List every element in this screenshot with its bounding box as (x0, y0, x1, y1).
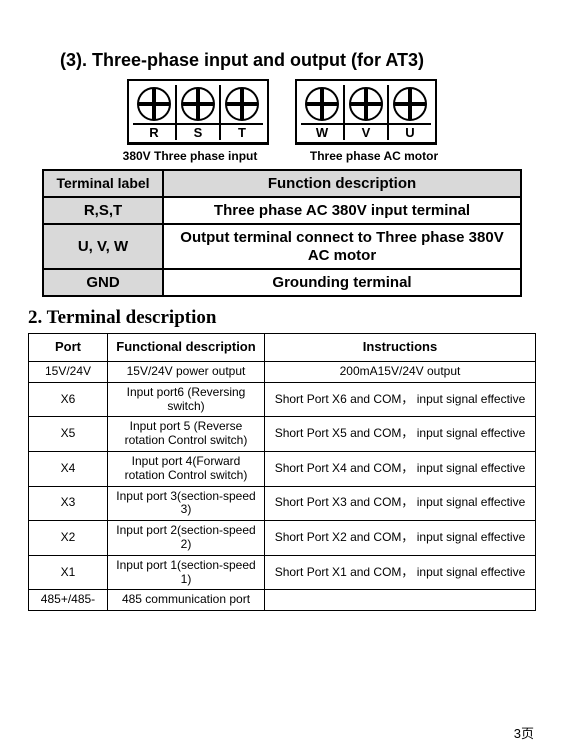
terminal-block-diagram: R S T W V U (28, 79, 536, 145)
t2-func: Input port 1(section-speed 1) (108, 555, 265, 590)
terminal-label: S (177, 123, 219, 140)
section-title: (3). Three-phase input and output (for A… (60, 50, 536, 71)
t1-cell-func: Three phase AC 380V input terminal (163, 197, 521, 224)
terminal-label: V (345, 123, 387, 140)
t2-func: Input port 3(section-speed 3) (108, 486, 265, 521)
t2-func: 485 communication port (108, 590, 265, 611)
t1-cell-label: R,S,T (43, 197, 163, 224)
section-text: Three-phase input and output (for AT3) (92, 50, 424, 70)
t2-inst (265, 590, 536, 611)
t2-inst: Short Port X3 and COM， input signal effe… (265, 486, 536, 521)
t1-header-label: Terminal label (43, 170, 163, 197)
t2-port: 15V/24V (29, 361, 108, 382)
t2-inst: 200mA15V/24V output (265, 361, 536, 382)
page-number: 3页 (514, 723, 534, 742)
t1-header-func: Function description (163, 170, 521, 197)
t2-func: Input port 5 (Reverse rotation Control s… (108, 417, 265, 452)
t2-port: X6 (29, 382, 108, 417)
t2-inst: Short Port X6 and COM， input signal effe… (265, 382, 536, 417)
table-row: X2Input port 2(section-speed 2)Short Por… (29, 521, 536, 556)
t1-cell-label: GND (43, 269, 163, 296)
table-row: X4Input port 4(Forward rotation Control … (29, 451, 536, 486)
table-row: U, V, W Output terminal connect to Three… (43, 224, 521, 269)
table-row: R,S,T Three phase AC 380V input terminal (43, 197, 521, 224)
caption-left: 380V Three phase input (111, 149, 269, 163)
screw-icon (137, 87, 171, 121)
terminal-block-left: R S T (127, 79, 269, 145)
terminal-label: T (221, 123, 263, 140)
t2-port: 485+/485- (29, 590, 108, 611)
t2-port: X5 (29, 417, 108, 452)
screw-icon (225, 87, 259, 121)
screw-icon (181, 87, 215, 121)
table-row: 485+/485-485 communication port (29, 590, 536, 611)
terminal-label: U (389, 123, 431, 140)
t1-cell-label: U, V, W (43, 224, 163, 269)
table-row: X6Input port6 (Reversing switch)Short Po… (29, 382, 536, 417)
port-table: Port Functional description Instructions… (28, 333, 536, 611)
function-table: Terminal label Function description R,S,… (42, 169, 522, 297)
terminal-label: W (301, 123, 343, 140)
t2-inst: Short Port X1 and COM， input signal effe… (265, 555, 536, 590)
table-row: X5Input port 5 (Reverse rotation Control… (29, 417, 536, 452)
t1-cell-func: Output terminal connect to Three phase 3… (163, 224, 521, 269)
section-number: (3). (60, 50, 87, 70)
screw-icon (349, 87, 383, 121)
terminal-captions: 380V Three phase input Three phase AC mo… (28, 149, 536, 163)
table-row: X1Input port 1(section-speed 1)Short Por… (29, 555, 536, 590)
terminal-label: R (133, 123, 175, 140)
table-row: GND Grounding terminal (43, 269, 521, 296)
t2-inst: Short Port X4 and COM， input signal effe… (265, 451, 536, 486)
section2-title: 2. Terminal description (28, 307, 536, 329)
t2-port: X2 (29, 521, 108, 556)
t2-func: Input port6 (Reversing switch) (108, 382, 265, 417)
table-row: 15V/24V15V/24V power output200mA15V/24V … (29, 361, 536, 382)
table-row: X3Input port 3(section-speed 3)Short Por… (29, 486, 536, 521)
t2-func: Input port 4(Forward rotation Control sw… (108, 451, 265, 486)
t2-func: 15V/24V power output (108, 361, 265, 382)
t2-port: X1 (29, 555, 108, 590)
t2-port: X3 (29, 486, 108, 521)
screw-icon (305, 87, 339, 121)
screw-icon (393, 87, 427, 121)
t2-func: Input port 2(section-speed 2) (108, 521, 265, 556)
t1-cell-func: Grounding terminal (163, 269, 521, 296)
t2-port: X4 (29, 451, 108, 486)
t2-inst: Short Port X2 and COM， input signal effe… (265, 521, 536, 556)
t2-header-func: Functional description (108, 334, 265, 362)
t2-header-inst: Instructions (265, 334, 536, 362)
caption-right: Three phase AC motor (295, 149, 453, 163)
terminal-block-right: W V U (295, 79, 437, 145)
t2-inst: Short Port X5 and COM， input signal effe… (265, 417, 536, 452)
t2-header-port: Port (29, 334, 108, 362)
